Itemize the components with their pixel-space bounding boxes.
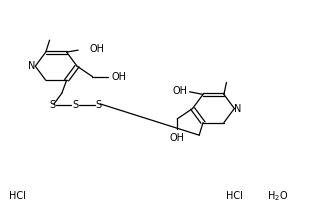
Text: OH: OH bbox=[89, 44, 104, 54]
Text: N: N bbox=[235, 104, 242, 113]
Text: OH: OH bbox=[173, 86, 187, 96]
Text: OH: OH bbox=[111, 72, 126, 82]
Text: S: S bbox=[72, 100, 78, 110]
Text: HCl: HCl bbox=[226, 191, 243, 201]
Text: H$_2$O: H$_2$O bbox=[267, 189, 288, 203]
Text: S: S bbox=[95, 100, 101, 110]
Text: N: N bbox=[28, 61, 35, 71]
Text: HCl: HCl bbox=[9, 191, 26, 201]
Text: S: S bbox=[49, 100, 55, 110]
Text: OH: OH bbox=[170, 133, 185, 143]
